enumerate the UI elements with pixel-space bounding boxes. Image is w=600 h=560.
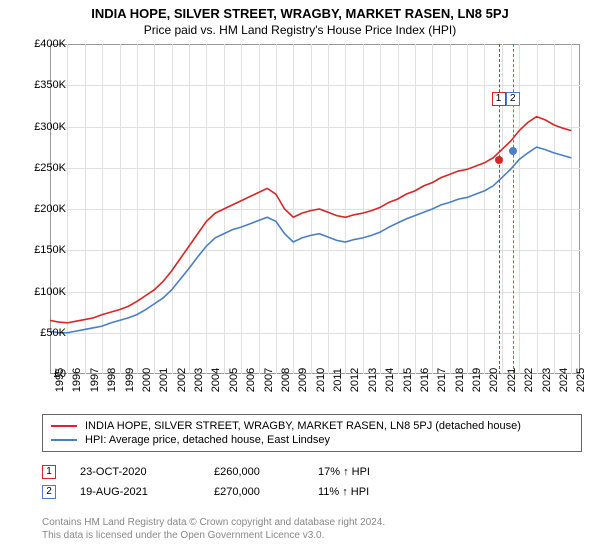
- event-price-1: £260,000: [214, 466, 294, 478]
- footer-line-2: This data is licensed under the Open Gov…: [42, 529, 385, 542]
- event-point-2: [509, 147, 517, 155]
- event-pct-2: 11% ↑ HPI: [318, 486, 418, 498]
- event-label-2: 2: [506, 92, 520, 106]
- x-tick-label: 1997: [89, 368, 101, 392]
- x-tick-label: 2014: [384, 368, 396, 392]
- y-tick-label: £200K: [22, 203, 66, 215]
- x-tick-label: 2012: [349, 368, 361, 392]
- x-tick-label: 2008: [280, 368, 292, 392]
- event-price-2: £270,000: [214, 486, 294, 498]
- y-tick-label: £300K: [22, 121, 66, 133]
- legend-swatch-2: [51, 439, 77, 441]
- legend-item-1: INDIA HOPE, SILVER STREET, WRAGBY, MARKE…: [51, 419, 573, 433]
- y-tick-label: £50K: [22, 327, 66, 339]
- x-tick-label: 2000: [141, 368, 153, 392]
- chart-container: INDIA HOPE, SILVER STREET, WRAGBY, MARKE…: [0, 0, 600, 560]
- x-tick-label: 1995: [54, 368, 66, 392]
- x-tick-label: 2011: [332, 368, 344, 392]
- x-tick-label: 2010: [315, 368, 327, 392]
- chart-subtitle: Price paid vs. HM Land Registry's House …: [0, 21, 600, 41]
- x-tick-label: 2024: [558, 368, 570, 392]
- event-marker-2: 2: [42, 485, 56, 499]
- event-pct-1: 17% ↑ HPI: [318, 466, 418, 478]
- x-tick-label: 2019: [471, 368, 483, 392]
- x-tick-label: 1996: [71, 368, 83, 392]
- y-tick-label: £250K: [22, 162, 66, 174]
- y-tick-label: £400K: [22, 38, 66, 50]
- event-label-1: 1: [492, 92, 506, 106]
- chart-title: INDIA HOPE, SILVER STREET, WRAGBY, MARKE…: [0, 0, 600, 21]
- y-tick-label: £100K: [22, 286, 66, 298]
- legend-label-2: HPI: Average price, detached house, East…: [85, 434, 330, 446]
- x-tick-label: 2007: [263, 368, 275, 392]
- x-tick-label: 2009: [297, 368, 309, 392]
- series-line-1: [50, 117, 571, 323]
- x-tick-label: 1999: [124, 368, 136, 392]
- x-tick-label: 2002: [176, 368, 188, 392]
- x-tick-label: 2023: [541, 368, 553, 392]
- event-row-1: 1 23-OCT-2020 £260,000 17% ↑ HPI: [42, 462, 418, 482]
- plot-area: 12: [50, 44, 580, 374]
- x-tick-label: 2021: [506, 368, 518, 392]
- legend-label-1: INDIA HOPE, SILVER STREET, WRAGBY, MARKE…: [85, 420, 521, 432]
- x-tick-label: 2005: [228, 368, 240, 392]
- event-row-2: 2 19-AUG-2021 £270,000 11% ↑ HPI: [42, 482, 418, 502]
- x-tick-label: 2006: [245, 368, 257, 392]
- x-tick-label: 2025: [575, 368, 587, 392]
- x-tick-label: 2022: [523, 368, 535, 392]
- x-tick-label: 1998: [106, 368, 118, 392]
- series-line-2: [50, 147, 571, 333]
- event-point-1: [495, 156, 503, 164]
- x-tick-label: 2004: [210, 368, 222, 392]
- x-tick-label: 2016: [419, 368, 431, 392]
- x-tick-label: 2015: [402, 368, 414, 392]
- event-date-2: 19-AUG-2021: [80, 486, 190, 498]
- x-tick-label: 2020: [488, 368, 500, 392]
- event-marker-1: 1: [42, 465, 56, 479]
- y-tick-label: £150K: [22, 244, 66, 256]
- footer: Contains HM Land Registry data © Crown c…: [42, 516, 385, 542]
- legend-swatch-1: [51, 425, 77, 427]
- y-tick-label: £350K: [22, 79, 66, 91]
- x-tick-label: 2001: [158, 368, 170, 392]
- legend-item-2: HPI: Average price, detached house, East…: [51, 433, 573, 447]
- legend: INDIA HOPE, SILVER STREET, WRAGBY, MARKE…: [42, 414, 582, 452]
- events-table: 1 23-OCT-2020 £260,000 17% ↑ HPI 2 19-AU…: [42, 462, 418, 502]
- footer-line-1: Contains HM Land Registry data © Crown c…: [42, 516, 385, 529]
- event-date-1: 23-OCT-2020: [80, 466, 190, 478]
- x-tick-label: 2017: [436, 368, 448, 392]
- x-tick-label: 2018: [454, 368, 466, 392]
- x-tick-label: 2013: [367, 368, 379, 392]
- x-tick-label: 2003: [193, 368, 205, 392]
